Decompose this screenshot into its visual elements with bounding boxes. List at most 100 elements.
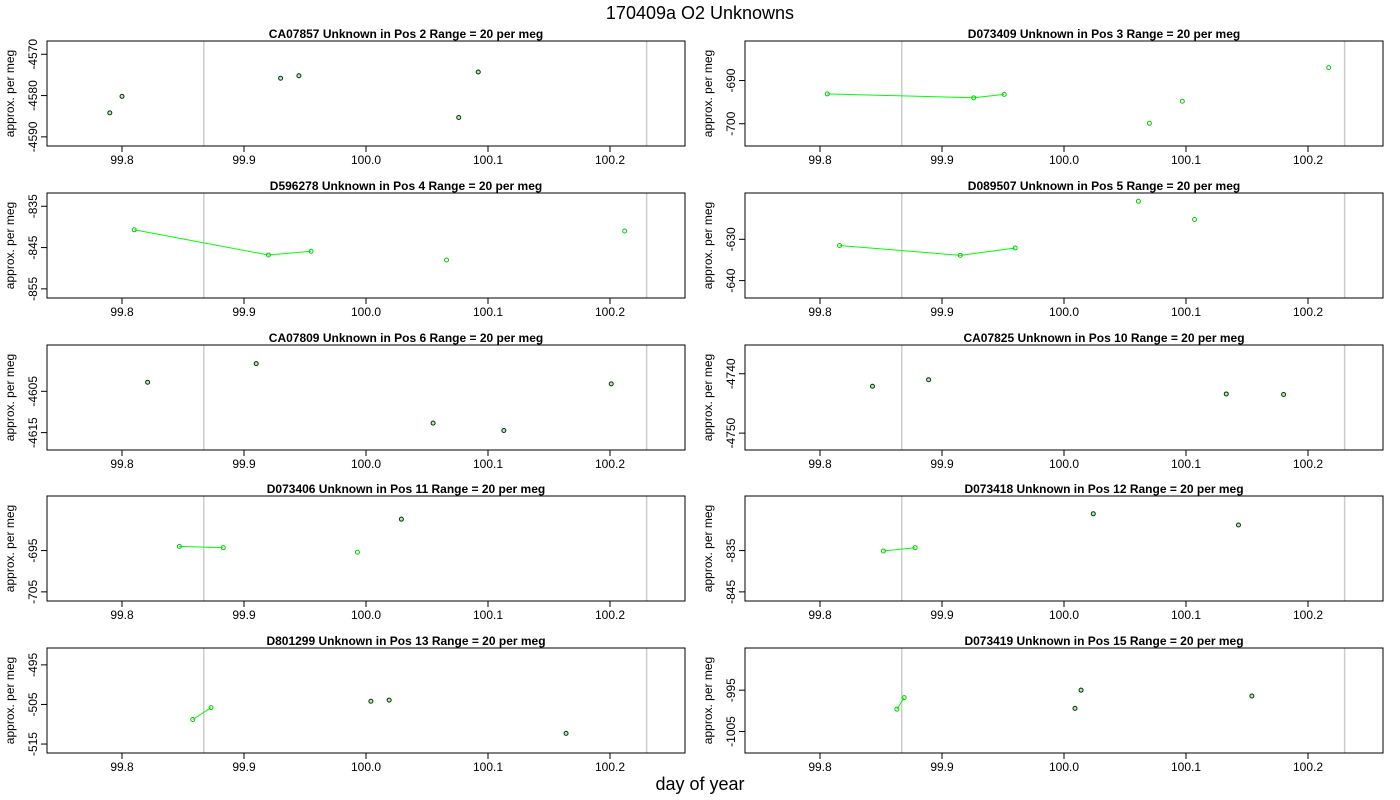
plot-frame <box>46 344 686 451</box>
data-point <box>1078 687 1084 693</box>
y-tick-label: -505 <box>26 692 40 716</box>
x-tick-label: 99.9 <box>232 608 256 622</box>
x-tick-label: 99.8 <box>808 305 832 319</box>
plot-frame <box>744 647 1384 754</box>
x-tick-label: 100.0 <box>351 608 381 622</box>
x-tick-label: 100.1 <box>1171 153 1201 167</box>
data-point <box>824 91 830 97</box>
series-line <box>134 229 312 256</box>
y-tick-label: -4570 <box>26 39 40 70</box>
data-point <box>1146 120 1152 126</box>
y-tick-label: -835 <box>724 538 738 562</box>
x-tick-label: 99.8 <box>808 608 832 622</box>
chart-panel: D073419 Unknown in Pos 15 Range = 20 per… <box>701 634 1384 774</box>
x-tick-label: 100.2 <box>1293 153 1323 167</box>
data-point <box>1223 391 1229 397</box>
data-point <box>131 227 137 233</box>
data-point <box>837 243 843 248</box>
data-point <box>901 695 907 701</box>
data-point <box>386 697 392 703</box>
data-point <box>430 420 436 426</box>
panel-title: D073419 Unknown in Pos 15 Range = 20 per… <box>964 634 1243 648</box>
x-tick-label: 99.8 <box>110 608 134 622</box>
data-point <box>563 730 569 736</box>
y-axis-label: approx. per meg <box>701 354 715 441</box>
data-point <box>869 383 875 389</box>
data-point <box>220 545 226 551</box>
y-tick-label: -495 <box>26 653 40 677</box>
series-line <box>839 245 1016 256</box>
x-tick-label: 100.2 <box>1293 305 1323 319</box>
data-point <box>190 717 196 722</box>
panel-title: D801299 Unknown in Pos 13 Range = 20 per… <box>266 634 545 648</box>
data-point <box>622 228 628 234</box>
y-tick-label: -4740 <box>724 358 738 389</box>
chart-panel: D596278 Unknown in Pos 4 Range = 20 per … <box>3 179 686 319</box>
y-tick-label: -640 <box>724 268 738 292</box>
y-tick-label: -515 <box>26 732 40 756</box>
x-tick-label: 100.0 <box>1049 608 1079 622</box>
x-tick-label: 99.9 <box>930 608 954 622</box>
y-tick-label: -700 <box>724 111 738 135</box>
x-tick-label: 99.8 <box>110 457 134 471</box>
x-tick-label: 99.9 <box>232 153 256 167</box>
chart-panel: CA07809 Unknown in Pos 6 Range = 20 per … <box>3 331 686 471</box>
chart-panel: D073406 Unknown in Pos 11 Range = 20 per… <box>3 482 686 622</box>
x-tick-label: 100.1 <box>473 760 503 774</box>
data-point <box>398 516 404 522</box>
x-tick-label: 100.2 <box>1293 608 1323 622</box>
y-axis-label: approx. per meg <box>701 657 715 744</box>
data-point <box>608 381 614 387</box>
x-tick-label: 99.8 <box>808 457 832 471</box>
series-line <box>192 707 212 720</box>
data-point <box>912 545 918 551</box>
x-tick-label: 100.2 <box>595 457 625 471</box>
y-axis-label: approx. per meg <box>3 50 17 137</box>
plot-frame <box>46 40 686 147</box>
y-axis-label: approx. per meg <box>3 354 17 441</box>
x-tick-label: 100.1 <box>473 608 503 622</box>
x-tick-label: 99.8 <box>808 153 832 167</box>
x-tick-label: 99.8 <box>110 153 134 167</box>
panel-title: D089507 Unknown in Pos 5 Range = 20 per … <box>968 179 1240 193</box>
panel-title: D596278 Unknown in Pos 4 Range = 20 per … <box>270 179 542 193</box>
data-point <box>308 248 314 254</box>
data-point <box>1326 65 1332 71</box>
data-point <box>253 361 259 367</box>
data-point <box>208 705 214 711</box>
data-point <box>926 377 932 383</box>
data-point <box>354 549 360 555</box>
y-tick-label: -705 <box>26 580 40 604</box>
y-axis-label: approx. per meg <box>3 505 17 592</box>
x-tick-label: 100.2 <box>1293 457 1323 471</box>
chart-panel: CA07857 Unknown in Pos 2 Range = 20 per … <box>3 27 686 167</box>
panel-title: D073418 Unknown in Pos 12 Range = 20 per… <box>964 482 1243 496</box>
y-axis-label: approx. per meg <box>3 657 17 744</box>
x-tick-label: 100.1 <box>473 305 503 319</box>
x-tick-label: 100.2 <box>595 760 625 774</box>
data-point <box>1281 392 1287 398</box>
y-axis-label: approx. per meg <box>3 202 17 289</box>
x-tick-label: 99.9 <box>930 457 954 471</box>
plot-frame <box>744 344 1384 451</box>
data-point <box>957 252 963 258</box>
x-tick-label: 100.1 <box>1171 608 1201 622</box>
y-tick-label: -845 <box>724 580 738 604</box>
data-point <box>456 114 462 120</box>
x-tick-label: 100.0 <box>351 457 381 471</box>
x-tick-label: 100.0 <box>1049 305 1079 319</box>
y-tick-label: -995 <box>724 678 738 702</box>
data-point <box>119 93 125 99</box>
x-tick-label: 99.9 <box>930 153 954 167</box>
panel-title: CA07857 Unknown in Pos 2 Range = 20 per … <box>269 27 543 41</box>
x-tick-label: 100.1 <box>473 153 503 167</box>
x-tick-label: 100.0 <box>1049 153 1079 167</box>
page-title: 170409a O2 Unknowns <box>605 3 795 23</box>
plot-frame <box>46 495 686 602</box>
x-tick-label: 99.9 <box>232 305 256 319</box>
series-line <box>827 93 1005 99</box>
x-tick-label: 99.8 <box>808 760 832 774</box>
data-point <box>1012 245 1018 251</box>
data-point <box>1135 198 1141 204</box>
